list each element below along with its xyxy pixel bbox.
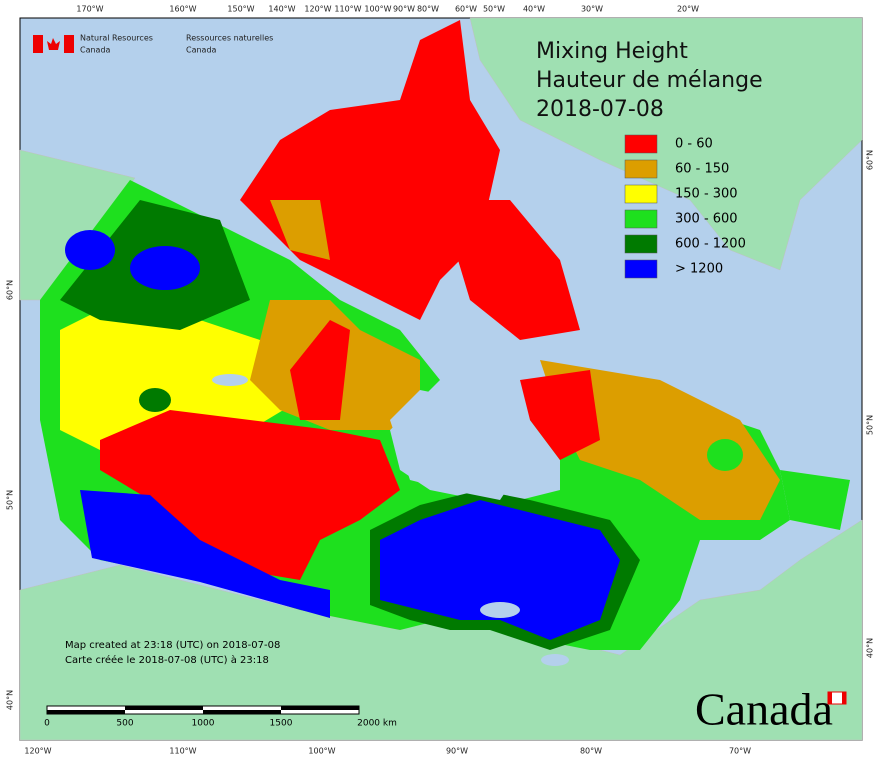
longitude-label: 100°W [364,5,391,14]
logo-text: Natural Resources [80,34,153,43]
mixing-area [780,470,850,530]
scale-labels: 0 500 1000 1500 2000 km [44,719,397,729]
longitude-label: 20°W [677,5,699,14]
graticule-labels: 170°W 160°W 150°W 140°W 120°W 110°W 100°W 90°W 8… [6,5,875,756]
legend-label: 0 - 60 [675,137,713,152]
longitude-label: 50°W [483,5,505,14]
longitude-label: 100°W [308,747,335,756]
mixing-area [139,388,171,412]
legend-swatch [624,184,658,204]
latitude-label: 60°N [6,280,15,300]
mixing-height-areas [40,20,850,650]
scale-label: 1000 [192,719,215,729]
logo-text: Canada [80,46,111,55]
longitude-label: 80°W [417,5,439,14]
legend-label: > 1200 [675,262,723,277]
note: Carte créée le 2018-07-08 (UTC) à 23:18 [65,654,269,666]
mixing-area [440,200,580,340]
title-line: 2018-07-08 [536,97,664,122]
mixing-area [100,410,400,580]
title-line: Mixing Height [536,39,688,64]
scale-label: 500 [116,719,133,729]
longitude-label: 90°W [393,5,415,14]
legend-swatch [624,209,658,229]
mixing-area [80,490,330,618]
latitude-label: 50°N [6,490,15,510]
mixing-area [60,300,300,450]
latitude-label: 40°N [866,638,875,658]
legend-label: 60 - 150 [675,162,729,177]
legend-swatch [624,134,658,154]
title-line: Hauteur de mélange [536,68,763,93]
mixing-area [540,360,780,520]
longitude-label: 140°W [268,5,295,14]
longitude-label: 90°W [446,747,468,756]
mixing-area [290,320,350,420]
scale-label: 0 [44,719,50,729]
wordmark: Canada [695,684,833,735]
legend-swatch [624,234,658,254]
mixing-area [707,439,743,471]
legend-swatch [624,159,658,179]
mixing-area [520,370,600,460]
longitude-label: 110°W [334,5,361,14]
legend-label: 600 - 1200 [675,237,746,252]
mixing-area [380,500,620,640]
logo-text: Canada [186,46,217,55]
longitude-label: 30°W [581,5,603,14]
inland-water [212,374,569,666]
longitude-label: 110°W [169,747,196,756]
longitude-label: 150°W [227,5,254,14]
longitude-label: 160°W [169,5,196,14]
mixing-area [65,230,115,270]
latitude-label: 40°N [6,690,15,710]
longitude-label: 120°W [304,5,331,14]
longitude-label: 80°W [580,747,602,756]
longitude-label: 70°W [729,747,751,756]
scale-label: 1500 [270,719,293,729]
mixing-area [270,200,330,260]
longitude-label: 40°W [523,5,545,14]
legend-swatch [624,259,658,279]
latitude-label: 60°N [866,150,875,170]
note: Map created at 23:18 (UTC) on 2018-07-08 [65,640,280,651]
scale-bar [46,705,360,715]
logo-text: Ressources naturelles [186,34,273,43]
scale-label: 2000 km [357,719,397,729]
legend-label: 150 - 300 [675,187,738,202]
latitude-label: 50°N [866,415,875,435]
title: Mixing Height Hauteur de mélange 2018-07-0… [536,39,763,122]
legend: 0 - 60 60 - 150 150 - 300 300 - 600 600 - 12… [624,134,746,279]
land-context [19,17,863,741]
longitude-label: 120°W [24,747,51,756]
mixing-area [130,246,200,290]
longitude-label: 60°W [455,5,477,14]
logo: Natural Resources Canada Ressources natu… [33,34,273,55]
longitude-label: 170°W [76,5,103,14]
legend-label: 300 - 600 [675,212,738,227]
